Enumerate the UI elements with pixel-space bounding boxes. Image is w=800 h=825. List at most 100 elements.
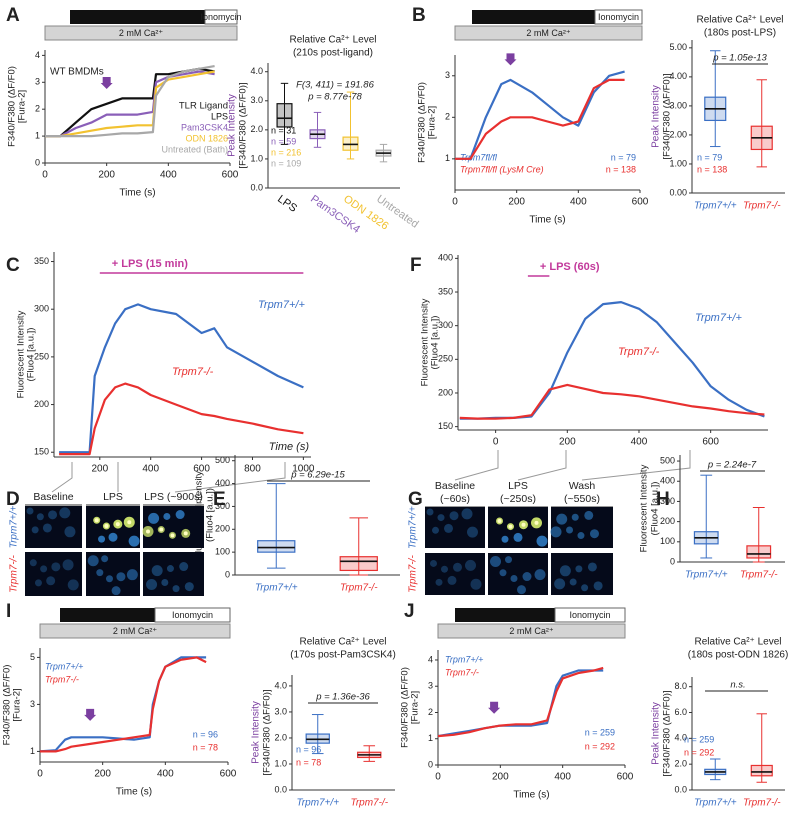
cell-spot <box>589 529 599 539</box>
series-label: Trpm7+/+ <box>258 299 305 311</box>
y-axis-label: Fluorescent Intensity <box>16 310 27 398</box>
cell-spot <box>575 565 583 573</box>
n-label: n = 259 <box>585 727 615 737</box>
cell-spot <box>435 578 443 586</box>
micrograph <box>551 507 613 548</box>
calcium-bar <box>437 623 626 639</box>
series-line <box>45 65 215 138</box>
connector <box>174 462 286 493</box>
calcium-label: 2 mM Ca²⁺ <box>509 626 554 636</box>
y-tick-label: 300 <box>215 501 230 511</box>
chart-subtitle: (180s post-ODN 1826) <box>688 650 789 661</box>
y-tick-label: 3.0 <box>274 706 287 716</box>
chart-subtitle: (210s post-ligand) <box>293 48 373 59</box>
cell-spot <box>59 507 71 519</box>
box-chart: 0.0 2.0 4.0 6.0 8.0 Peak Intensity [F340/F380 … <box>651 637 789 809</box>
cell-spot-core <box>127 520 132 525</box>
connector <box>51 462 73 493</box>
n-label: n = 59 <box>271 136 296 146</box>
y-tick-label: 0.0 <box>250 182 263 192</box>
x-tick-label: 200 <box>91 464 108 475</box>
series-label: Trpm7+/+ <box>445 654 483 664</box>
y-tick-label: 2 <box>35 104 40 114</box>
cell-spot <box>513 532 523 542</box>
cell-spot <box>36 513 44 521</box>
y-tick-label: 400 <box>660 476 675 486</box>
category-label: Trpm7-/- <box>740 570 778 581</box>
n-label: n = 292 <box>585 741 615 751</box>
micrograph <box>25 506 82 548</box>
y-tick-label: 3 <box>30 699 35 709</box>
y-tick-label: 200 <box>215 524 230 534</box>
ionomycin-box <box>154 607 231 623</box>
y-tick-label: 0 <box>225 569 230 579</box>
cell-spot <box>556 513 568 525</box>
panel-label: G <box>408 489 423 510</box>
stimulus-label: + LPS (15 min) <box>112 258 188 270</box>
y-axis-label: (Fluo4 [a.u.]) <box>26 328 37 382</box>
x-tick-label: 600 <box>193 464 210 475</box>
chart-title: Relative Ca²⁺ Level <box>695 637 782 648</box>
x-tick-label: 0 <box>42 170 48 181</box>
y-axis-label: (Fluo4 [a.u.]) <box>205 488 216 542</box>
y-axis-label: Peak Intensity <box>651 702 662 765</box>
y-tick-label: 0 <box>35 157 40 167</box>
y-axis-label: F340/F380 (ΔF/F0) <box>400 667 411 748</box>
micrograph <box>425 553 485 595</box>
cell-spot <box>554 578 566 590</box>
y-axis-label: Fluorescent Intensity <box>639 464 650 552</box>
connector <box>517 450 567 481</box>
cell-spot <box>566 526 574 534</box>
y-tick-label: 3 <box>35 77 40 87</box>
y-tick-label: 0.0 <box>274 784 287 794</box>
y-tick-label: 300 <box>438 320 453 330</box>
panel-label: B <box>412 5 426 26</box>
stat-label: p = 1.36e-36 <box>315 692 370 703</box>
n-label: n = 96 <box>296 744 321 754</box>
row-label: Trpm7+/+ <box>9 506 20 549</box>
x-axis-label: Time (s) <box>119 188 155 199</box>
series-label: ODN 1826 <box>185 133 228 143</box>
n-label: n = 138 <box>606 164 636 174</box>
y-tick-label: 500 <box>660 455 675 465</box>
cell-spot <box>87 555 99 567</box>
category-label: Trpm7+/+ <box>296 798 339 809</box>
cell-spot <box>105 575 113 583</box>
arrow-marker <box>100 77 113 90</box>
cell-spot <box>587 562 597 572</box>
y-tick-label: 2.0 <box>274 732 287 742</box>
ionomycin-bar <box>455 608 555 622</box>
panel-label: E <box>213 489 226 510</box>
column-label: (~550s) <box>564 493 600 505</box>
column-label: LPS <box>508 480 528 492</box>
cell-spot <box>577 532 585 540</box>
y-tick-label: 1.0 <box>274 758 287 768</box>
y-tick-label: 3.0 <box>250 95 263 105</box>
category-label: Trpm7-/- <box>743 201 781 212</box>
cell-spot <box>550 526 562 538</box>
x-tick-label: 0 <box>452 197 458 208</box>
y-tick-label: 400 <box>438 253 453 263</box>
cell-spot <box>465 559 476 571</box>
box <box>276 103 293 128</box>
box <box>257 540 296 553</box>
ionomycin-bar <box>472 10 595 24</box>
y-tick-label: 1.0 <box>250 153 263 163</box>
n-label: n = 138 <box>697 164 727 174</box>
chart-title: Relative Ca²⁺ Level <box>697 15 784 26</box>
ionomycin-box <box>204 9 238 25</box>
x-tick-label: 200 <box>559 437 576 448</box>
y-tick-label: 3 <box>428 681 433 691</box>
cell-spot <box>116 572 126 582</box>
series-label: Untreated (Bath) <box>161 144 228 154</box>
y-axis-label: [F340/F380 (ΔF/F0)] <box>662 73 673 159</box>
y-tick-label: 150 <box>34 447 49 457</box>
arrow-marker <box>84 708 97 721</box>
y-tick-label: 350 <box>438 286 453 296</box>
arrow-marker <box>488 701 501 714</box>
legend-title: TLR Ligand <box>179 101 228 112</box>
series-label: Trpm7-/- <box>45 674 79 684</box>
series-line <box>45 70 215 138</box>
category-label: Trpm7-/- <box>340 583 378 594</box>
x-tick-label: 0 <box>435 772 441 783</box>
